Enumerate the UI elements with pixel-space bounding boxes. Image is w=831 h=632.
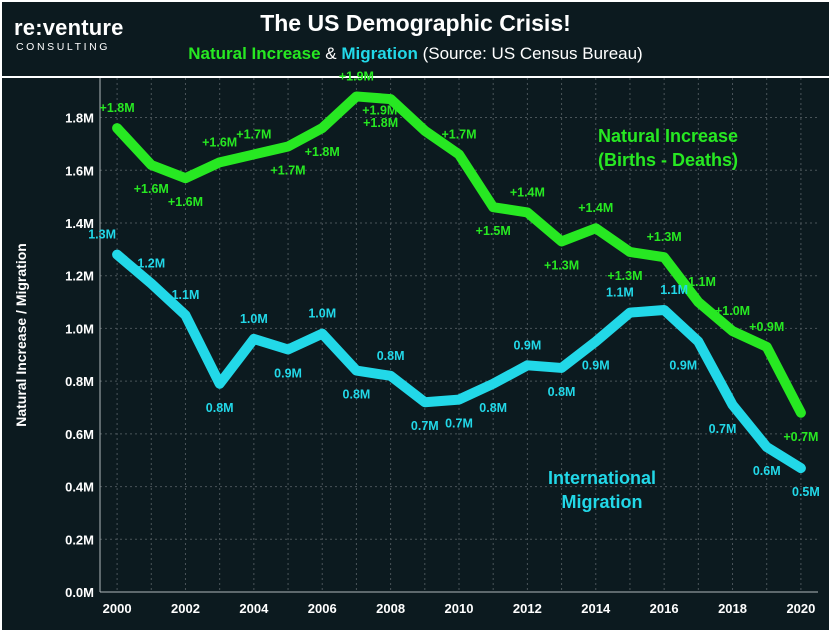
data-label: +1.1M (681, 275, 716, 289)
data-label: 1.0M (308, 307, 336, 321)
data-label: 0.9M (274, 366, 302, 380)
data-label: +1.7M (236, 127, 271, 141)
data-label: +1.6M (134, 182, 169, 196)
subtitle-ampersand: & (320, 44, 342, 63)
data-label: +1.0M (715, 304, 750, 318)
y-tick-label: 1.8M (65, 111, 94, 126)
x-tick-label: 2006 (308, 601, 337, 616)
data-label: 0.5M (792, 485, 820, 499)
data-label: +0.9M (749, 320, 784, 334)
logo-main-text: re:venture (14, 15, 124, 40)
data-label: 1.1M (606, 286, 634, 300)
data-label: +1.6M (168, 195, 203, 209)
x-tick-label: 2000 (103, 601, 132, 616)
x-tick-label: 2002 (171, 601, 200, 616)
series-line (112, 91, 806, 418)
data-label: +1.8M (100, 101, 135, 115)
x-tick-label: 2010 (445, 601, 474, 616)
x-tick-label: 2018 (718, 601, 747, 616)
x-tick-label: 2008 (376, 601, 405, 616)
series-label-line1: Natural Increase (598, 126, 738, 146)
series-label-line2: (Births - Deaths) (598, 150, 738, 170)
data-label: +1.8M (363, 116, 398, 130)
x-tick-label: 2014 (581, 601, 611, 616)
x-tick-label: 2020 (786, 601, 815, 616)
data-label: +1.3M (607, 269, 642, 283)
subtitle-migration: Migration (341, 44, 418, 63)
logo-sub-text: CONSULTING (16, 41, 111, 53)
data-label: +1.9M (339, 69, 374, 83)
logo: re:venture CONSULTING (14, 16, 124, 54)
series-line (112, 249, 806, 474)
y-tick-label: 0.2M (65, 532, 94, 547)
data-label: 0.7M (445, 417, 473, 431)
subtitle-natural-increase: Natural Increase (188, 44, 321, 63)
series-label-line1: International (548, 468, 656, 488)
data-label: +1.7M (271, 164, 306, 178)
data-label: 0.8M (479, 401, 507, 415)
data-label: 1.1M (172, 288, 200, 302)
x-tick-label: 2012 (513, 601, 542, 616)
header: re:venture CONSULTING The US Demographic… (2, 2, 829, 78)
data-label: 1.2M (137, 257, 165, 271)
data-label: 0.8M (343, 388, 371, 402)
data-label: +1.3M (647, 230, 682, 244)
data-label: 0.7M (709, 422, 737, 436)
series-label-line2: Migration (562, 492, 643, 512)
data-label: 0.7M (411, 419, 439, 433)
data-label: +1.6M (202, 135, 237, 149)
data-label: 0.8M (377, 349, 405, 363)
y-axis-title: Natural Increase / Migration (13, 243, 29, 427)
data-label: +1.7M (441, 127, 476, 141)
y-tick-label: 1.2M (65, 269, 94, 284)
y-tick-label: 0.6M (65, 427, 94, 442)
data-label: 0.9M (669, 359, 697, 373)
data-label: 0.6M (753, 464, 781, 478)
data-label: +1.8M (305, 145, 340, 159)
data-label: +0.7M (783, 430, 818, 444)
data-label: +1.4M (578, 201, 613, 215)
data-label: 0.8M (548, 385, 576, 399)
data-label: +1.4M (510, 185, 545, 199)
chart-title: The US Demographic Crisis! (260, 10, 571, 36)
data-label: +1.9M (362, 104, 397, 118)
data-label: +1.5M (476, 224, 511, 238)
data-label: 1.0M (240, 312, 268, 326)
y-tick-label: 1.0M (65, 321, 94, 336)
data-label: +1.3M (544, 258, 579, 272)
chart-subtitle: Natural Increase & Migration (Source: US… (2, 44, 829, 64)
y-tick-label: 0.8M (65, 374, 94, 389)
y-tick-label: 0.4M (65, 480, 94, 495)
data-label: 0.9M (513, 338, 541, 352)
y-tick-label: 0.0M (65, 585, 94, 600)
x-tick-label: 2004 (239, 601, 269, 616)
data-label: 1.1M (660, 283, 688, 297)
data-label: 0.8M (206, 401, 234, 415)
data-label: 1.3M (88, 228, 116, 242)
subtitle-source: (Source: US Census Bureau) (417, 44, 643, 63)
y-tick-label: 1.4M (65, 216, 94, 231)
data-label: 0.9M (582, 359, 610, 373)
y-tick-label: 1.6M (65, 163, 94, 178)
x-tick-label: 2016 (650, 601, 679, 616)
